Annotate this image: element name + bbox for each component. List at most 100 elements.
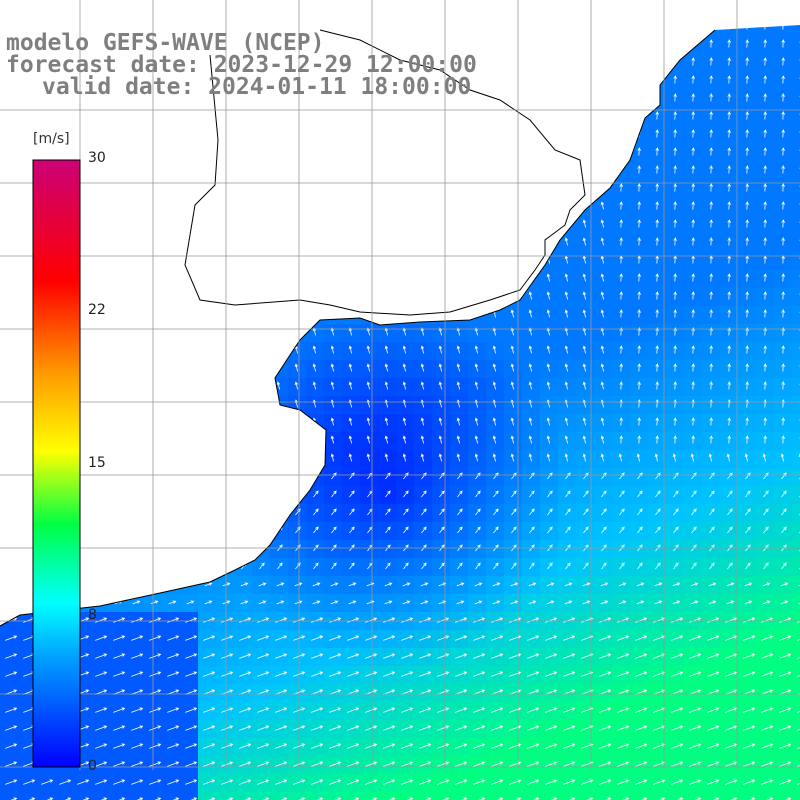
wind-arrow	[600, 165, 605, 174]
wind-arrow	[23, 779, 36, 785]
wind-arrow	[727, 111, 731, 120]
field-cell	[180, 216, 198, 234]
wind-arrow	[402, 237, 407, 246]
wind-arrow	[132, 345, 137, 354]
wind-arrow	[745, 57, 749, 66]
wind-arrow	[114, 363, 119, 372]
wind-arrow	[365, 653, 378, 659]
wind-arrow	[150, 219, 155, 228]
wind-arrow	[402, 291, 407, 300]
field-cell	[432, 252, 450, 270]
wind-arrow	[421, 526, 427, 534]
field-cell	[180, 540, 198, 558]
wind-arrow	[691, 345, 695, 354]
wind-arrow	[635, 743, 648, 749]
field-cell	[198, 558, 216, 576]
wind-arrow	[600, 600, 609, 605]
wind-arrow	[511, 508, 517, 516]
wind-arrow	[582, 582, 591, 587]
field-cell	[450, 144, 468, 162]
wind-arrow	[619, 57, 623, 66]
field-cell	[792, 468, 800, 486]
wind-arrow	[744, 453, 749, 462]
wind-arrow	[24, 25, 29, 30]
wind-arrow	[330, 183, 335, 192]
wind-arrow	[763, 111, 767, 120]
wind-arrow	[132, 291, 137, 300]
wind-arrow	[619, 309, 623, 318]
wind-arrow	[528, 25, 533, 30]
wind-arrow	[761, 617, 774, 623]
wind-arrow	[492, 582, 501, 587]
field-cell	[360, 144, 378, 162]
wind-arrow	[780, 600, 789, 605]
wind-arrow	[456, 291, 461, 300]
field-cell	[306, 432, 324, 450]
wind-arrow	[546, 165, 551, 174]
wind-arrow	[151, 562, 157, 570]
wind-arrow	[365, 743, 378, 749]
field-cell	[324, 216, 342, 234]
field-cell	[198, 252, 216, 270]
wind-arrow	[204, 600, 213, 605]
wind-arrow	[636, 600, 645, 605]
field-cell	[468, 216, 486, 234]
field-cell	[504, 162, 522, 180]
wind-arrow	[725, 743, 738, 749]
wind-arrow	[96, 165, 101, 174]
field-cell	[234, 792, 252, 800]
wind-arrow	[349, 562, 355, 570]
field-cell	[522, 54, 540, 72]
field-cell	[126, 144, 144, 162]
wind-arrow	[401, 671, 414, 677]
river-plate-outline	[184, 29, 586, 316]
wind-arrow	[131, 779, 144, 785]
field-cell	[288, 486, 306, 504]
wind-arrow	[763, 93, 767, 102]
field-cell	[684, 792, 702, 800]
field-cell	[342, 252, 360, 270]
wind-arrow	[384, 381, 389, 390]
field-cell	[288, 252, 306, 270]
wind-arrow	[294, 453, 299, 462]
wind-arrow	[240, 399, 245, 408]
field-cell	[306, 306, 324, 324]
wind-arrow	[185, 761, 198, 767]
wind-arrow	[294, 381, 299, 390]
wind-arrow	[348, 363, 353, 372]
wind-arrow	[383, 653, 396, 659]
wind-arrow	[655, 435, 659, 444]
wind-arrow	[240, 582, 249, 587]
wind-arrow	[617, 671, 630, 677]
wind-arrow	[474, 345, 479, 354]
wind-arrow	[132, 111, 137, 120]
wind-arrow	[673, 25, 677, 30]
field-cell	[126, 432, 144, 450]
field-cell	[486, 270, 504, 288]
wind-arrow	[330, 381, 335, 390]
field-cell	[0, 576, 18, 594]
wind-arrow	[221, 617, 234, 623]
field-cell	[198, 450, 216, 468]
field-cell	[72, 792, 90, 800]
wind-arrow	[619, 111, 623, 120]
field-cell	[216, 162, 234, 180]
wind-arrow	[239, 779, 252, 785]
wind-arrow	[779, 707, 792, 713]
wind-arrow	[330, 237, 335, 246]
wind-arrow	[781, 490, 787, 498]
wind-arrow	[563, 725, 576, 731]
field-cell	[18, 90, 36, 108]
wind-arrow	[96, 399, 101, 408]
wind-arrow	[61, 4, 64, 11]
field-cell	[108, 126, 126, 144]
wind-arrow	[763, 183, 767, 192]
field-cell	[162, 324, 180, 342]
wind-arrow	[312, 165, 317, 174]
wind-arrow	[258, 183, 263, 192]
field-cell	[540, 90, 558, 108]
wind-arrow	[330, 291, 335, 300]
wind-arrow	[419, 653, 432, 659]
field-cell	[432, 270, 450, 288]
field-cell	[216, 342, 234, 360]
